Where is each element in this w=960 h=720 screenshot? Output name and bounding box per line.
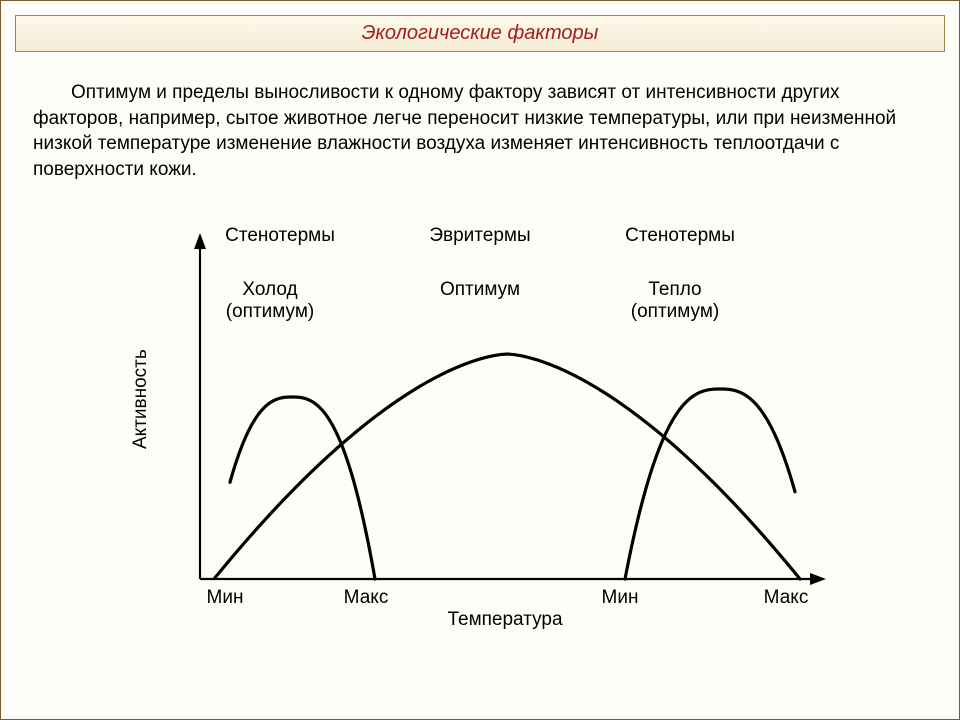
page-title: Экологические факторы xyxy=(362,22,599,44)
inner-label-0: Холод(оптимум) xyxy=(226,279,314,323)
inner-label-1: Оптимум xyxy=(440,279,520,301)
x-axis-label: Температура xyxy=(447,609,562,631)
tolerance-chart: Стенотермы Эвритермы Стенотермы Холод(оптим… xyxy=(120,219,840,639)
tick-label-2: Мин xyxy=(602,587,639,609)
tick-label-0: Мин xyxy=(207,587,244,609)
top-label-1: Эвритермы xyxy=(429,225,530,247)
y-axis-label: Активность xyxy=(130,349,152,449)
title-bar: Экологические факторы xyxy=(15,15,945,52)
body-paragraph: Оптимум и пределы выносливости к одному … xyxy=(33,80,927,183)
tick-label-3: Макс xyxy=(764,587,809,609)
tick-label-1: Макс xyxy=(344,587,389,609)
body-text: Оптимум и пределы выносливости к одному … xyxy=(33,82,896,180)
slide: Экологические факторы Оптимум и пределы … xyxy=(0,0,960,720)
inner-label-2: Тепло(оптимум) xyxy=(631,279,719,323)
top-label-0: Стенотермы xyxy=(225,225,335,247)
top-label-2: Стенотермы xyxy=(625,225,735,247)
